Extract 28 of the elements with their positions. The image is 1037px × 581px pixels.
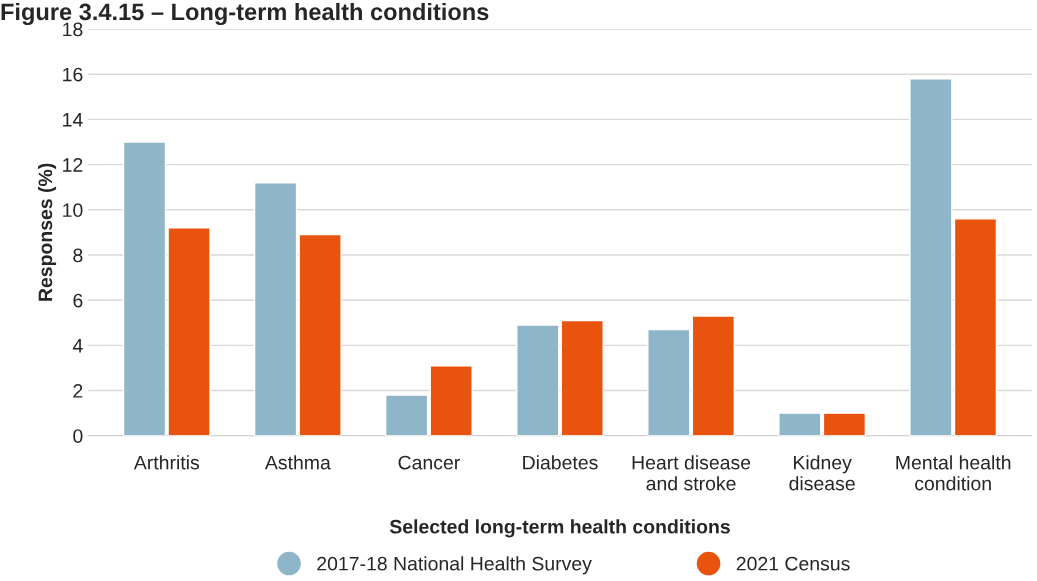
bar (822, 412, 867, 436)
y-tick-label: 10 (63, 203, 83, 218)
x-tick-label: Heart disease and stroke (632, 455, 751, 491)
x-tick-label: Diabetes (523, 455, 598, 470)
bar (429, 365, 473, 436)
y-tick-label: 2 (73, 384, 83, 398)
x-tick-label: Asthma (264, 455, 331, 470)
x-tick-label: Kidney disease (789, 455, 855, 491)
y-tick-label: 14 (63, 113, 83, 127)
legend-label: 2021 Census (736, 556, 850, 571)
x-tick-label: Arthritis (133, 455, 200, 470)
x-tick-label: Mental health condition (896, 455, 1011, 491)
y-tick-label: 12 (63, 158, 83, 172)
bar (516, 324, 560, 436)
bar (647, 328, 691, 436)
bar (384, 394, 429, 436)
y-axis-title: Responses (%) (37, 163, 57, 301)
y-tick-label: 4 (72, 339, 83, 353)
y-tick-label: 8 (73, 248, 83, 263)
legend-label: 2017-18 National Health Survey (317, 556, 592, 575)
bar (691, 315, 735, 436)
bar (778, 412, 822, 436)
y-tick-label: 16 (63, 67, 83, 82)
y-tick-label: 0 (73, 429, 83, 443)
bar (560, 319, 604, 436)
x-axis-title: Selected long-term health conditions (389, 519, 730, 538)
x-tick-label: Cancer (398, 455, 460, 470)
y-tick-label: 6 (73, 293, 83, 308)
